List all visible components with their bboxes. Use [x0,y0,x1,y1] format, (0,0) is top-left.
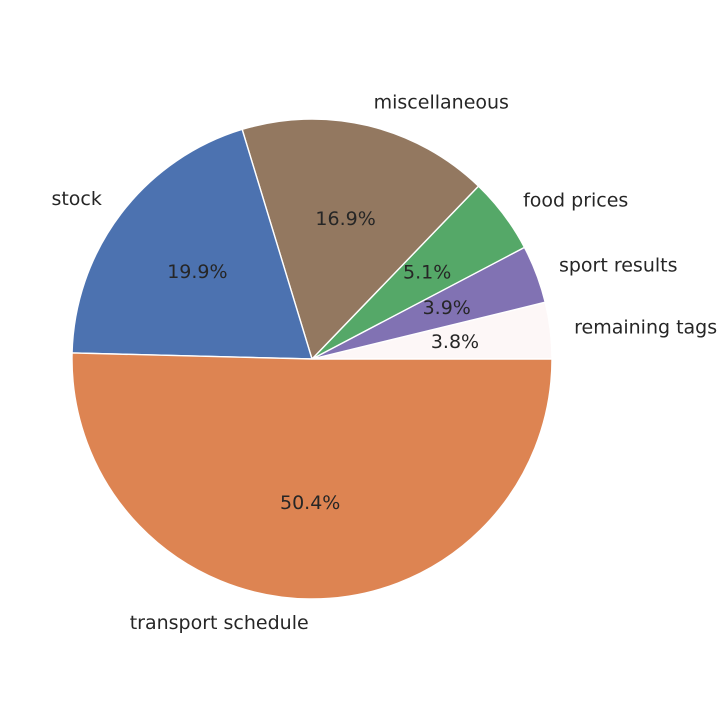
percent-label-transport-schedule: 50.4% [280,492,340,514]
category-label-stock: stock [51,188,101,210]
percent-labels: 3.8% 3.9% 5.1% 16.9% 19.9% 50.4% [167,208,479,514]
slice-stock [71,128,313,360]
category-labels: remaining tags sport results food prices mi… [51,91,717,634]
category-label-miscellaneous: miscellaneous [374,91,509,113]
percent-label-food-prices: 5.1% [403,262,451,284]
category-label-food-prices: food prices [523,189,628,211]
percent-label-stock: 19.9% [167,261,227,283]
pie-slices [71,118,553,600]
slice-transport-schedule [71,352,553,600]
category-label-sport-results: sport results [559,255,678,277]
category-label-remaining-tags: remaining tags [574,317,717,339]
slice-miscellaneous [241,118,480,360]
percent-label-miscellaneous: 16.9% [315,208,375,230]
category-label-transport-schedule: transport schedule [130,612,309,634]
percent-label-sport-results: 3.9% [423,297,471,319]
percent-label-remaining-tags: 3.8% [431,331,479,353]
